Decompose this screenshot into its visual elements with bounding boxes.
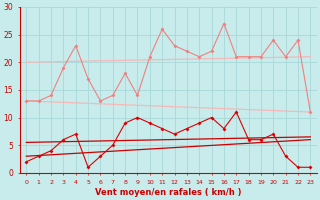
- X-axis label: Vent moyen/en rafales ( km/h ): Vent moyen/en rafales ( km/h ): [95, 188, 242, 197]
